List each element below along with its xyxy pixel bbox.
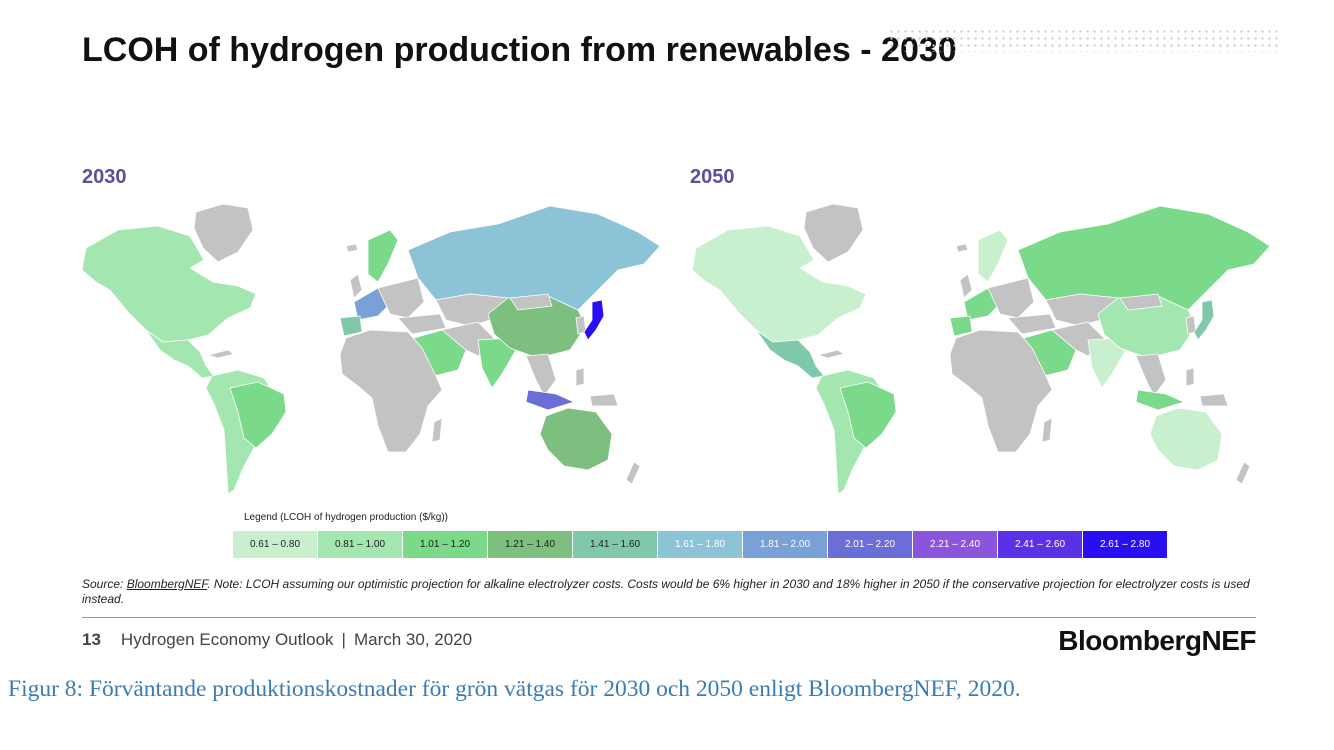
footer-separator: | [341, 630, 346, 649]
map-year-label-2050: 2050 [690, 166, 735, 188]
map-svg-2050 [691, 203, 1271, 495]
region-africa-2030 [339, 329, 443, 453]
region-turkey-caucasus-2030 [397, 313, 447, 335]
legend-bin-7: 2.01 – 2.20 [828, 531, 913, 558]
region-iceland-2030 [345, 243, 359, 253]
region-caribbean-2050 [816, 349, 845, 359]
region-new-zealand-2050 [1235, 461, 1251, 485]
region-japan-2050 [1193, 299, 1215, 341]
slide-footer: 13 Hydrogen Economy Outlook | March 30, 202… [82, 630, 472, 650]
region-greenland-2030 [193, 203, 254, 263]
region-australia-2030 [539, 407, 613, 471]
world-map-2050 [688, 190, 1278, 500]
region-philippines-png-2050 [1185, 367, 1229, 407]
region-central-europe-2030 [377, 277, 425, 319]
region-north-america-2050 [691, 225, 867, 343]
legend-bin-5: 1.61 – 1.80 [658, 531, 743, 558]
region-iberia-2050 [949, 315, 973, 337]
report-date: March 30, 2020 [353, 630, 473, 649]
region-brazil-2050 [839, 381, 897, 449]
region-uk-2050 [959, 273, 973, 299]
report-name: Hydrogen Economy Outlook [120, 630, 334, 649]
legend-bin-8: 2.21 – 2.40 [913, 531, 998, 558]
legend-bin-6: 1.81 – 2.00 [743, 531, 828, 558]
region-central-europe-2050 [987, 277, 1035, 319]
region-madagascar-2050 [1041, 417, 1053, 443]
decorative-dot-grid [888, 28, 1280, 52]
region-new-zealand-2030 [625, 461, 641, 485]
legend-bin-0: 0.61 – 0.80 [233, 531, 318, 558]
region-north-america-2030 [81, 225, 257, 343]
region-mongolia-2030 [509, 293, 553, 311]
legend-bin-3: 1.21 – 1.40 [488, 531, 573, 558]
region-southeast-asia-2030 [525, 353, 557, 397]
region-brazil-2030 [229, 381, 287, 449]
legend-title: Legend (LCOH of hydrogen production ($/k… [244, 512, 449, 523]
region-scandinavia-2050 [977, 229, 1009, 283]
source-link[interactable]: BloombergNEF [126, 577, 208, 591]
figure-caption: Figur 8: Förväntande produktionskostnade… [8, 676, 1021, 702]
source-note: Source: BloombergNEF. Note: LCOH assumin… [82, 577, 1262, 607]
legend-bin-2: 1.01 – 1.20 [403, 531, 488, 558]
page-number: 13 [82, 630, 101, 649]
region-madagascar-2030 [431, 417, 443, 443]
source-prefix: Source: [82, 577, 127, 591]
map-svg-2030 [81, 203, 661, 495]
region-indonesia-2030 [525, 389, 576, 411]
map-year-label-2030: 2030 [82, 166, 127, 188]
legend-bin-4: 1.41 – 1.60 [573, 531, 658, 558]
source-note-text: . Note: LCOH assuming our optimistic pro… [82, 577, 1250, 606]
region-japan-2030 [583, 299, 605, 341]
legend-bin-9: 2.41 – 2.60 [998, 531, 1083, 558]
region-mongolia-2050 [1119, 293, 1163, 311]
region-africa-2050 [949, 329, 1053, 453]
slide-title: LCOH of hydrogen production from renewab… [82, 31, 957, 69]
legend-color-scale: 0.61 – 0.80 0.81 – 1.00 1.01 – 1.20 1.21 – … [233, 531, 1168, 558]
region-scandinavia-2030 [367, 229, 399, 283]
legend-bin-1: 0.81 – 1.00 [318, 531, 403, 558]
region-southeast-asia-2050 [1135, 353, 1167, 397]
region-australia-2050 [1149, 407, 1223, 471]
world-map-2030 [78, 190, 668, 500]
region-philippines-png-2030 [575, 367, 619, 407]
brand-logo: BloombergNEF [1058, 625, 1256, 656]
region-turkey-caucasus-2050 [1007, 313, 1057, 335]
region-uk-2030 [349, 273, 363, 299]
region-russia-2030 [407, 205, 661, 311]
region-iberia-2030 [339, 315, 363, 337]
region-iceland-2050 [955, 243, 969, 253]
region-caribbean-2030 [206, 349, 235, 359]
region-russia-2050 [1017, 205, 1271, 311]
footer-divider [82, 617, 1256, 618]
region-greenland-2050 [803, 203, 864, 263]
legend-bin-10: 2.61 – 2.80 [1083, 531, 1168, 558]
region-indonesia-2050 [1135, 389, 1186, 411]
